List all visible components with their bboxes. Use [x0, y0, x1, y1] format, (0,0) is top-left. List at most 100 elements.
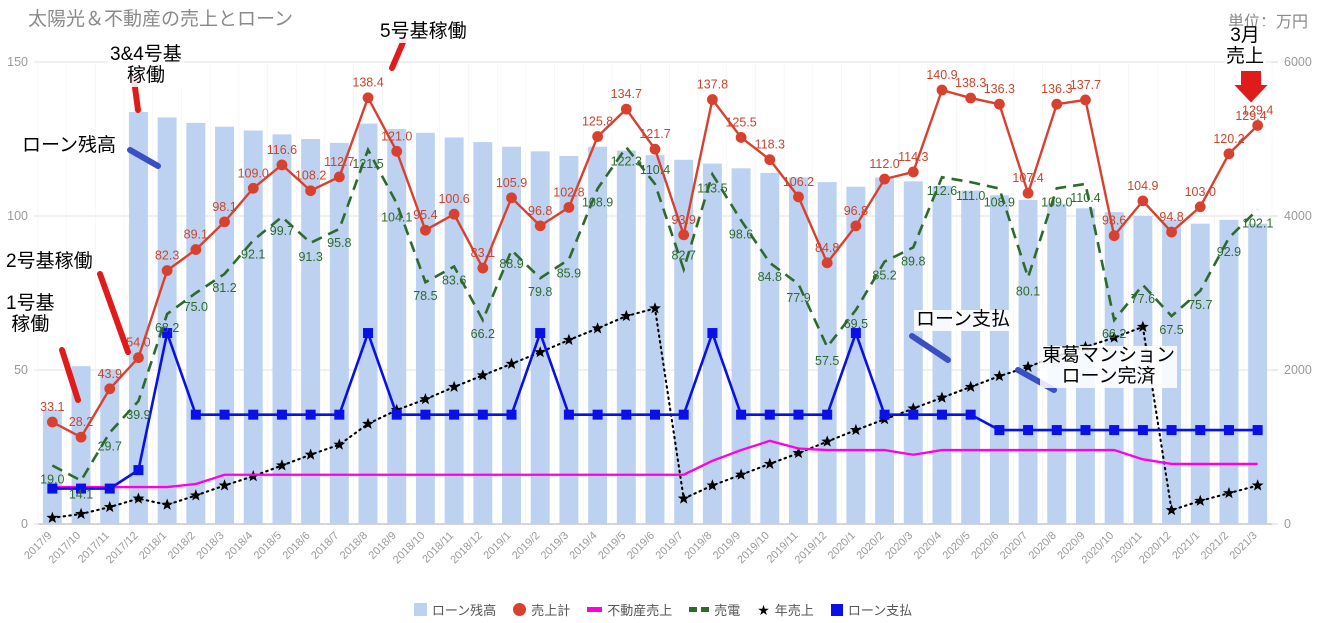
legend-annual-sales[interactable]: ★ 年売上	[757, 600, 814, 619]
marker-annual-sales	[390, 403, 403, 416]
legend-realestate-sales[interactable]: 不動産売上	[587, 600, 672, 619]
marker-annual-sales	[46, 511, 59, 523]
datalabel-total-sales: 108.2	[295, 169, 326, 183]
marker-loan-payment	[506, 409, 517, 420]
datalabel-total-sales: 93.9	[672, 213, 696, 227]
marker-total-sales	[793, 191, 804, 203]
legend-power-sales[interactable]: 売電	[689, 600, 740, 619]
legend-loan-balance[interactable]: ローン残高	[413, 600, 496, 619]
datalabel-total-sales: 94.8	[1159, 210, 1183, 224]
datalabel-total-sales: 84.8	[815, 241, 839, 255]
loan-payment-swatch-icon	[830, 603, 843, 616]
x-axis-tick-label: 2020/10	[1080, 530, 1117, 567]
datalabel-power-sales: 92.9	[1217, 245, 1241, 259]
datalabel-power-sales: 91.3	[298, 250, 322, 264]
total-sales-swatch-icon	[513, 603, 527, 616]
datalabel-total-sales: 125.5	[725, 115, 756, 129]
datalabel-total-sales: 28.2	[69, 415, 93, 429]
marker-total-sales	[1080, 94, 1091, 106]
marker-total-sales	[620, 103, 632, 115]
marker-total-sales	[477, 262, 489, 274]
datalabel-power-sales: 108.9	[582, 196, 613, 210]
page-title: 太陽光＆不動産の売上とローン	[28, 9, 294, 30]
datalabel-total-sales: 96.8	[528, 204, 552, 218]
datalabel-power-sales: 75.7	[1188, 298, 1212, 312]
datalabel-power-sales: 83.6	[442, 274, 466, 288]
annotation-leader	[59, 347, 81, 403]
y-axis-left-tick: 0	[21, 517, 28, 531]
anno-loan-payment: ローン支払	[914, 309, 1013, 331]
datalabel-power-sales: 84.8	[758, 270, 782, 284]
x-axis-tick-label: 2018/2	[166, 530, 198, 562]
datalabel-power-sales: 110.4	[640, 163, 670, 177]
marker-loan-payment	[1109, 425, 1120, 436]
anno-tokatsu-mansion: 東葛マンション ローン完済	[1040, 345, 1178, 388]
marker-total-sales	[907, 166, 919, 178]
x-axis-tick-label: 2018/4	[223, 530, 255, 562]
marker-annual-sales	[476, 369, 489, 381]
datalabel-total-sales: 82.3	[155, 249, 179, 263]
x-axis-tick-label: 2021/1	[1170, 530, 1202, 562]
chart-legend: ローン残高 売上計 不動産売上 売電 ★ 年売上 ローン支払	[0, 600, 1326, 619]
datalabel-total-sales: 105.9	[496, 176, 527, 190]
legend-total-sales[interactable]: 売上計	[513, 600, 570, 619]
marker-total-sales	[1166, 226, 1177, 238]
marker-annual-sales	[649, 302, 661, 314]
datalabel-total-sales: 107.4	[1012, 171, 1043, 185]
datalabel-total-sales: 138.4	[352, 76, 383, 90]
marker-annual-sales	[763, 457, 776, 469]
bar-loan-balance	[674, 159, 694, 525]
marker-annual-sales	[1251, 479, 1264, 491]
datalabel-power-sales: 77.9	[786, 291, 810, 305]
marker-loan-payment	[162, 328, 173, 339]
marker-annual-sales	[821, 435, 834, 447]
marker-loan-payment	[391, 409, 402, 420]
marker-loan-payment	[678, 409, 689, 420]
datalabel-power-sales: 99.7	[270, 224, 294, 238]
marker-total-sales	[534, 220, 546, 232]
marker-annual-sales	[276, 459, 288, 471]
datalabel-total-sales: 103.0	[1185, 185, 1216, 199]
x-axis-tick-label: 2020/5	[941, 530, 973, 562]
marker-total-sales	[133, 352, 144, 364]
x-axis-tick-label: 2019/2	[510, 530, 542, 562]
datalabel-total-sales: 43.9	[98, 367, 122, 381]
datalabel-total-sales: 33.1	[40, 400, 64, 414]
callout-value: 129.4	[1235, 109, 1266, 123]
y-axis-left-tick: 150	[7, 55, 28, 69]
datalabel-total-sales: 83.1	[471, 246, 495, 260]
y-axis-right-tick: 0	[1284, 517, 1291, 531]
bar-loan-balance	[272, 134, 292, 524]
marker-annual-sales	[620, 309, 633, 322]
x-axis-tick-label: 2020/4	[912, 530, 944, 562]
datalabel-power-sales: 66.2	[1102, 327, 1126, 341]
marker-total-sales	[391, 145, 403, 157]
bar-loan-balance	[186, 122, 206, 524]
datalabel-power-sales: 111.0	[956, 189, 985, 203]
datalabel-power-sales: 81.2	[212, 281, 236, 295]
marker-total-sales	[46, 416, 58, 428]
datalabel-total-sales: 100.6	[438, 192, 469, 206]
datalabel-power-sales: 104.1	[381, 210, 412, 224]
power-swatch-icon-2	[701, 607, 710, 612]
marker-total-sales	[735, 132, 747, 143]
datalabel-total-sales: 98.1	[212, 200, 236, 214]
marker-loan-payment	[477, 409, 488, 420]
y-axis-right-tick: 6000	[1284, 55, 1312, 69]
datalabel-power-sales: 113.5	[697, 181, 727, 195]
datalabel-power-sales: 85.2	[872, 269, 896, 283]
bar-loan-balance	[588, 146, 608, 524]
datalabel-power-sales: 67.5	[1159, 323, 1183, 337]
datalabel-total-sales: 102.8	[553, 185, 584, 199]
x-axis-tick-label: 2019/1	[481, 530, 513, 562]
marker-total-sales	[420, 224, 431, 236]
legend-loan-payment[interactable]: ローン支払	[830, 600, 912, 619]
x-axis-tick-label: 2020/1	[826, 530, 858, 562]
marker-annual-sales	[706, 479, 719, 491]
anno-loan-balance: ローン残高	[20, 135, 119, 157]
marker-loan-payment	[248, 409, 259, 420]
datalabel-power-sales: 95.8	[327, 236, 351, 250]
marker-loan-payment	[994, 425, 1005, 436]
